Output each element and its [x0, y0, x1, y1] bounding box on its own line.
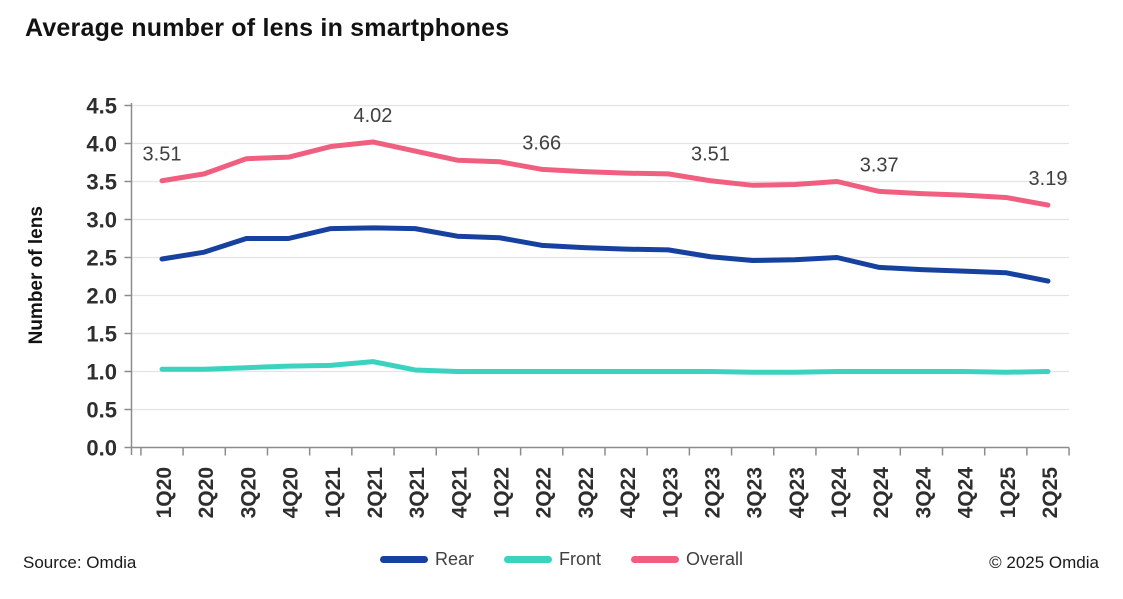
x-tick-label: 1Q22: [491, 467, 514, 518]
x-tick-label: 2Q22: [533, 467, 556, 518]
x-tick-label: 3Q24: [912, 467, 935, 519]
data-label: 3.19: [1029, 168, 1068, 190]
x-tick-label: 1Q24: [828, 467, 851, 519]
series-line-front: [159, 359, 1051, 375]
data-label: 3.66: [522, 132, 561, 154]
copyright-notice: © 2025 Omdia: [989, 553, 1099, 572]
x-tick-label: 1Q25: [997, 467, 1020, 519]
x-tick-label: 4Q23: [786, 467, 809, 518]
x-tick-label: 1Q21: [322, 467, 345, 519]
y-tick-label: 1.5: [86, 322, 117, 347]
x-tick-label: 3Q20: [237, 467, 260, 518]
data-label: 3.51: [691, 144, 730, 166]
data-label: 4.02: [353, 105, 392, 127]
y-tick-label: 3.5: [86, 170, 117, 195]
series-line-overall: [159, 139, 1051, 208]
y-axis-title: Number of lens: [26, 206, 47, 344]
y-tick-label: 2.0: [86, 284, 117, 309]
x-tick-label: 1Q20: [153, 467, 176, 518]
x-tick-label: 3Q23: [744, 467, 767, 518]
x-tick-label: 2Q25: [1039, 467, 1062, 519]
y-tick-label: 0.0: [86, 436, 117, 461]
data-label: 3.37: [860, 154, 899, 176]
x-tick-label: 1Q23: [659, 467, 682, 518]
x-tick-label: 4Q20: [280, 467, 303, 518]
x-tick-label: 2Q20: [195, 467, 218, 518]
source-credit: Source: Omdia: [23, 553, 137, 572]
x-tick-label: 2Q21: [364, 467, 387, 519]
x-tick-label: 3Q22: [575, 467, 598, 518]
y-tick-label: 0.5: [86, 398, 117, 423]
x-tick-label: 3Q21: [406, 467, 429, 519]
y-tick-label: 1.0: [86, 360, 117, 385]
y-tick-label: 3.0: [86, 208, 117, 233]
data-label: 3.51: [143, 144, 182, 166]
x-tick-label: 4Q22: [617, 467, 640, 518]
x-tick-label: 2Q23: [701, 467, 724, 518]
y-tick-label: 2.5: [86, 246, 117, 271]
x-tick-label: 4Q24: [955, 467, 978, 519]
x-tick-label: 2Q24: [870, 467, 893, 519]
x-tick-label: 4Q21: [448, 467, 471, 519]
chart-title: Average number of lens in smartphones: [25, 14, 510, 42]
y-tick-label: 4.5: [86, 94, 117, 119]
series-line-rear: [159, 225, 1051, 284]
y-tick-label: 4.0: [86, 132, 117, 157]
